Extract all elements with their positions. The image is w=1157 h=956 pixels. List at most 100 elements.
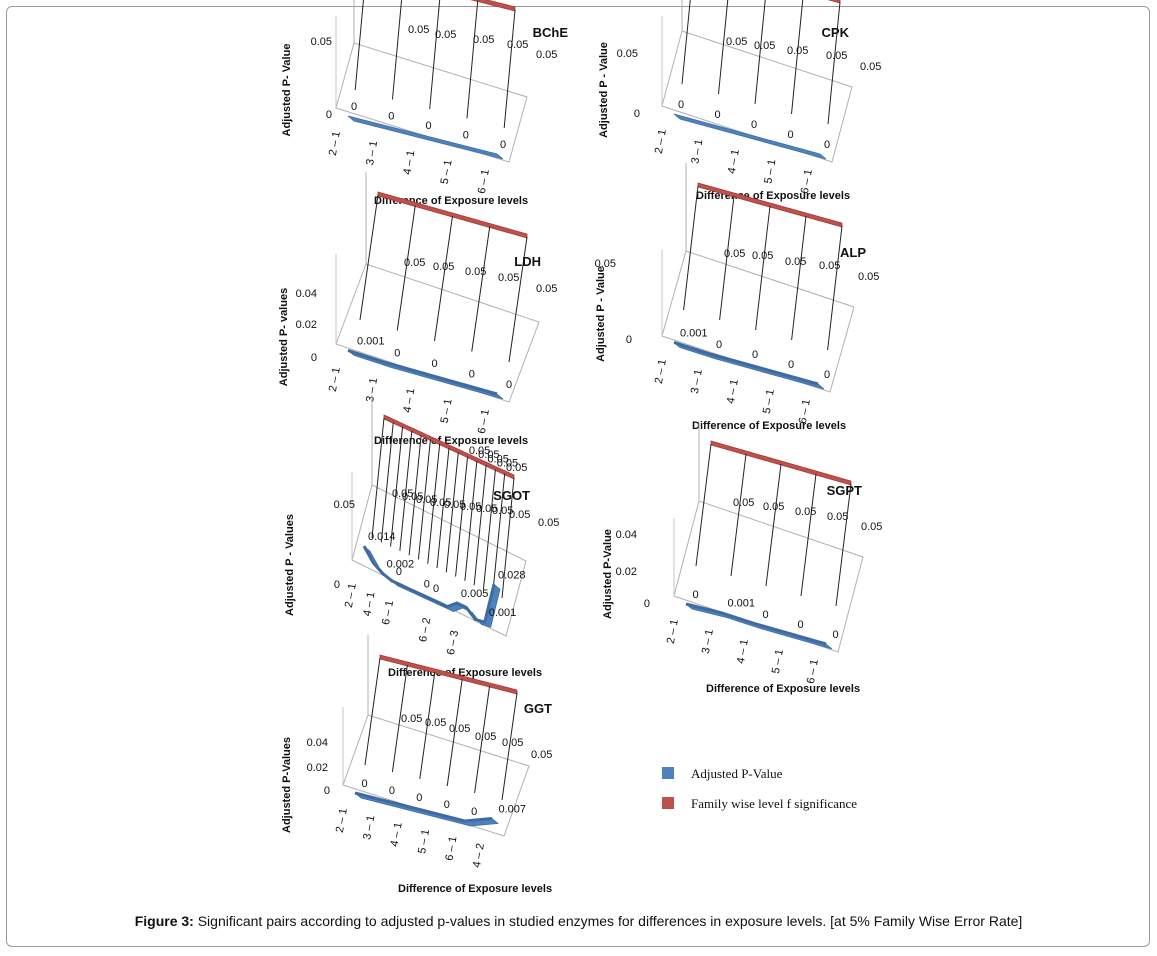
y-tick-label: 0.04 [616,529,637,541]
x-axis-label: Difference of Exposure levels [706,683,860,695]
adjusted-data-label: 0 [469,369,475,381]
family-data-label: 0.05 [754,40,775,52]
legend-swatch [662,767,674,779]
family-data-label: 0.05 [733,497,754,509]
family-drop-line [503,9,516,129]
adjusted-series-line [347,348,498,396]
family-drop-line [408,435,422,556]
family-drop-line [471,226,491,352]
chart-cpk: 0 0 0 0 0 0.05 0.05 0.05 0.05 0.05 0.05 0 2 – 1 3 – 1… [598,0,881,202]
adjusted-data-label: 0.005 [461,588,489,600]
x-axis-label: Difference of Exposure levels [374,435,528,447]
figure-frame [6,6,1150,947]
y-tick-label: 0 [326,109,332,121]
chart-title: GGT [524,701,552,716]
family-data-label: 0.05 [465,266,486,278]
family-series-surface [710,440,852,486]
family-drop-line [755,205,771,331]
family-data-label: 0.05 [506,462,527,474]
x-tick-label: 4 – 1 [401,387,417,413]
x-tick-label: 4 – 1 [361,591,377,617]
adjusted-data-label: 0 [394,348,400,360]
chart-title: SGOT [493,488,530,503]
family-data-label: 0.05 [487,453,508,465]
family-data-label: 0.05 [507,39,528,51]
x-axis-label: Difference of Exposure levels [692,420,846,432]
family-data-label: 0.05 [401,713,422,725]
legend-label: Adjusted P-Value [691,766,783,781]
family-drop-line [800,473,817,597]
legend-label: Family wise level f significance [691,796,857,811]
family-data-label: 0.05 [498,272,519,284]
adjusted-series-line [362,545,496,625]
chart-floor [335,42,528,163]
family-drop-line [508,236,528,363]
x-tick-label: 2 – 1 [327,366,343,392]
family-drop-line [391,664,408,773]
adjusted-data-label: 0 [788,129,794,141]
family-data-label: 0.05 [404,257,425,269]
adjusted-data-label: 0 [752,349,758,361]
family-data-label: 0.05 [433,261,454,273]
y-tick-label: 0.05 [311,36,332,48]
family-drop-line [436,447,450,569]
x-tick-label: 3 – 1 [361,814,377,840]
adjusted-series-line [354,791,493,823]
family-drop-line [718,0,729,95]
chart-bche: 0 0 0 0 0 0.05 0.05 0.05 0.05 0.05 0.05 0 2 – 1 3 – 1… [281,0,568,207]
family-data-label: 0.05 [392,488,413,500]
adjusted-data-label: 0 [788,359,794,371]
x-tick-label: 3 – 1 [364,377,380,403]
y-tick-label: 0.05 [334,499,355,511]
family-data-label: 0.05 [724,248,745,260]
family-data-label: 0.05 [416,494,437,506]
family-series-surface [470,0,516,12]
adjusted-data-label: 0 [416,792,422,804]
x-tick-label: 6 – 1 [797,398,813,424]
x-tick-label: 3 – 1 [700,628,716,654]
family-drop-line [482,469,496,590]
family-data-label: 0.05 [752,250,773,262]
family-drop-line [695,443,712,567]
adjusted-data-label: 0 [833,629,839,641]
family-drop-line [359,194,379,321]
figure-caption: Figure 3: Significant pairs according to… [0,913,1157,929]
adjusted-data-label: 0.014 [368,531,396,543]
x-tick-label: 2 – 1 [665,618,681,644]
family-data-label: 0.05 [538,517,559,529]
x-tick-label: 5 – 1 [770,648,786,674]
family-data-label: 0.05 [476,503,497,515]
family-series-surface [827,0,841,4]
x-tick-label: 3 – 1 [689,368,705,394]
x-tick-label: 4 – 1 [735,638,751,664]
y-tick-label: 0 [626,334,632,346]
family-drop-line [835,483,852,607]
y-axis-label: Adjusted P- Value [281,44,293,137]
family-drop-line [396,205,416,331]
family-data-label: 0.05 [435,29,456,41]
x-tick-label: 4 – 1 [389,821,405,847]
family-data-label: 0.05 [444,499,465,511]
x-tick-label: 6 – 1 [799,168,815,194]
family-data-label: 0.05 [785,256,806,268]
family-data-label: 0.05 [475,731,496,743]
family-data-label: 0.05 [726,36,747,48]
y-tick-label: 0.04 [307,737,328,749]
x-tick-label: 4 – 1 [726,148,742,174]
family-data-label: 0.05 [469,445,490,457]
family-drop-line [419,671,436,780]
y-tick-label: 0.02 [296,319,317,331]
adjusted-data-label: 0 [506,379,512,391]
family-drop-line [473,465,487,586]
adjusted-data-label: 0.002 [387,558,415,570]
chart-title: BChE [533,25,569,40]
x-tick-label: 6 – 3 [445,630,461,656]
family-drop-line [492,473,506,594]
family-data-label: 0.05 [402,491,423,503]
adjusted-data-label: 0 [389,785,395,797]
family-data-label: 0.05 [449,723,470,735]
x-tick-label: 6 – 2 [417,617,433,643]
x-tick-label: 4 – 1 [725,378,741,404]
y-axis-label: Adjusted P-Values [281,737,293,833]
family-drop-line [417,439,431,560]
